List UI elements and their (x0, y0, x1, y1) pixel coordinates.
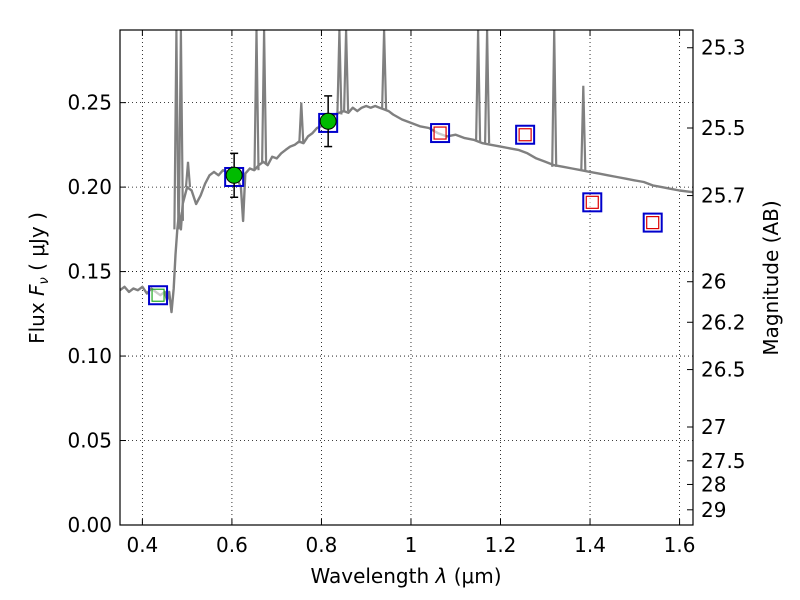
plot-frame (119, 29, 694, 526)
emission-line (336, 30, 343, 115)
upper-limit-point (585, 195, 599, 209)
tick-layer: 0.4 0.6 0.8 1 1.2 1.4 1.6 0.00 0.05 0.10 0.15 0.20 0… (67, 30, 746, 557)
y2-tick-label: 25.7 (701, 184, 746, 208)
spectrum-layer (120, 30, 693, 314)
model-photometry-point (148, 285, 169, 306)
x-tick-label: 0.6 (216, 533, 248, 557)
emission-line (298, 102, 305, 144)
y2-tick-label: 28 (701, 472, 726, 496)
emission-line (343, 30, 350, 112)
upper-limit-point (518, 128, 532, 142)
y2-tick-label: 26 (701, 270, 726, 294)
y2-tick-label: 26.2 (701, 310, 746, 334)
x-tick-label: 1 (405, 533, 418, 557)
y-tick-label: 0.00 (67, 513, 112, 537)
y-tick-label: 0.25 (67, 91, 112, 115)
observed-point (225, 166, 243, 184)
model-photometry-point (430, 123, 451, 144)
emission-line (261, 30, 268, 164)
x-tick-label: 1.4 (574, 533, 606, 557)
emission-line (184, 161, 192, 188)
y-tick-label: 0.15 (67, 260, 112, 284)
y-tick-label: 0.20 (67, 175, 112, 199)
y2-tick-label: 27 (701, 415, 726, 439)
emission-line (484, 30, 491, 144)
y2-tick-label: 25.5 (701, 116, 746, 140)
model-photometry-point (642, 212, 663, 233)
upper-limit-point (151, 288, 165, 302)
x-tick-label: 0.4 (126, 533, 158, 557)
emission-line (381, 30, 388, 110)
y-tick-label: 0.05 (67, 429, 112, 453)
x-axis-label: Wavelength λ (μm) (310, 564, 501, 588)
grid-layer (120, 30, 693, 526)
y2-tick-label: 26.5 (701, 358, 746, 382)
emission-line (177, 30, 184, 221)
upper-limit-point (433, 126, 447, 140)
emission-line (475, 30, 482, 142)
emission-line (551, 30, 558, 167)
y-tick-label: 0.10 (67, 344, 112, 368)
x-tick-label: 1.6 (664, 533, 696, 557)
y-axis-label: Flux Fν ( μJy ) (25, 212, 52, 344)
observed-point (319, 112, 337, 130)
x-tick-label: 1.2 (485, 533, 517, 557)
y2-tick-label: 27.5 (701, 449, 746, 473)
upper-limit-point (646, 215, 660, 230)
marker-layer (148, 95, 663, 306)
model-photometry-point (582, 192, 603, 213)
y2-axis-label: Magnitude (AB) (759, 200, 783, 355)
emission-line (253, 30, 260, 171)
model-photometry-point (515, 124, 536, 145)
spectrum-line (120, 104, 693, 314)
x-tick-label: 0.8 (306, 533, 338, 557)
y2-tick-label: 25.3 (701, 36, 746, 60)
emission-line (173, 30, 180, 230)
y2-tick-label: 29 (701, 498, 726, 522)
emission-line (580, 85, 587, 171)
